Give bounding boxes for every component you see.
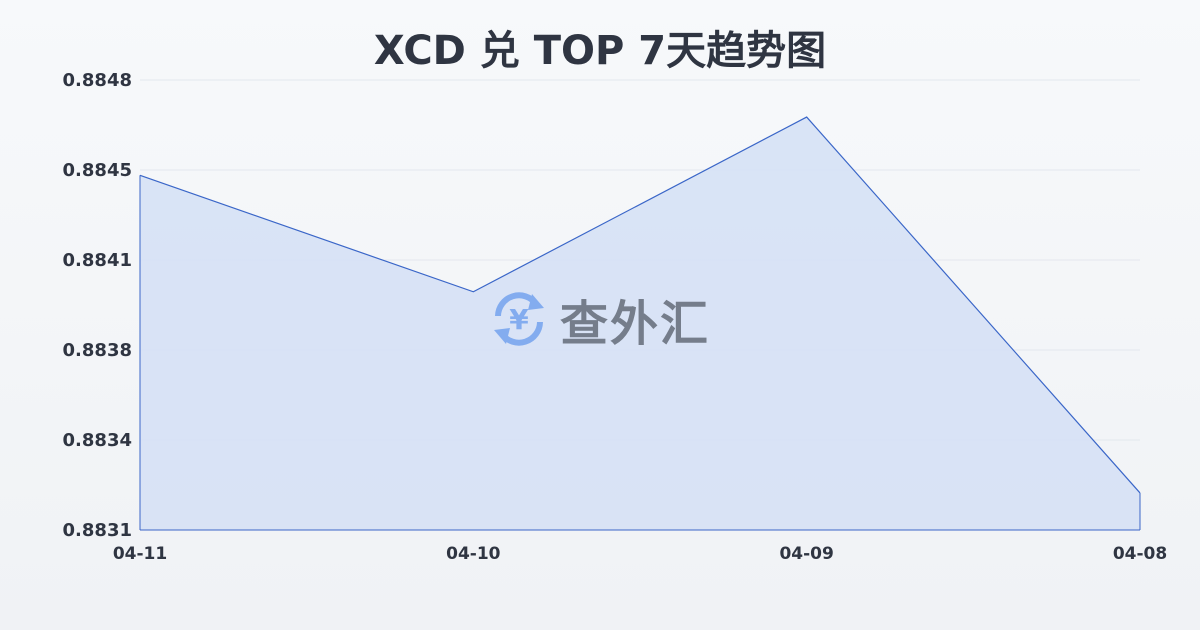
x-tick-label: 04-11 (113, 544, 167, 564)
y-tick-label: 0.8838 (63, 340, 132, 361)
watermark: ¥ 查外汇 (488, 284, 710, 354)
y-tick-label: 0.8831 (63, 520, 132, 541)
chart-title: XCD 兑 TOP 7天趋势图 (373, 28, 827, 74)
area-fill (140, 117, 1140, 530)
x-tick-label: 04-09 (779, 544, 833, 564)
y-tick-label: 0.8841 (63, 250, 132, 271)
yen-exchange-icon: ¥ (494, 292, 544, 346)
series-line (139, 116, 1141, 494)
y-tick-label: 0.8848 (63, 70, 132, 91)
y-tick-label: 0.8845 (63, 160, 132, 181)
x-tick-label: 04-08 (1113, 544, 1167, 564)
watermark-text: 查外汇 (560, 296, 711, 352)
svg-text:¥: ¥ (509, 303, 529, 336)
y-tick-label: 0.8834 (63, 430, 132, 451)
x-tick-label: 04-10 (446, 544, 501, 564)
